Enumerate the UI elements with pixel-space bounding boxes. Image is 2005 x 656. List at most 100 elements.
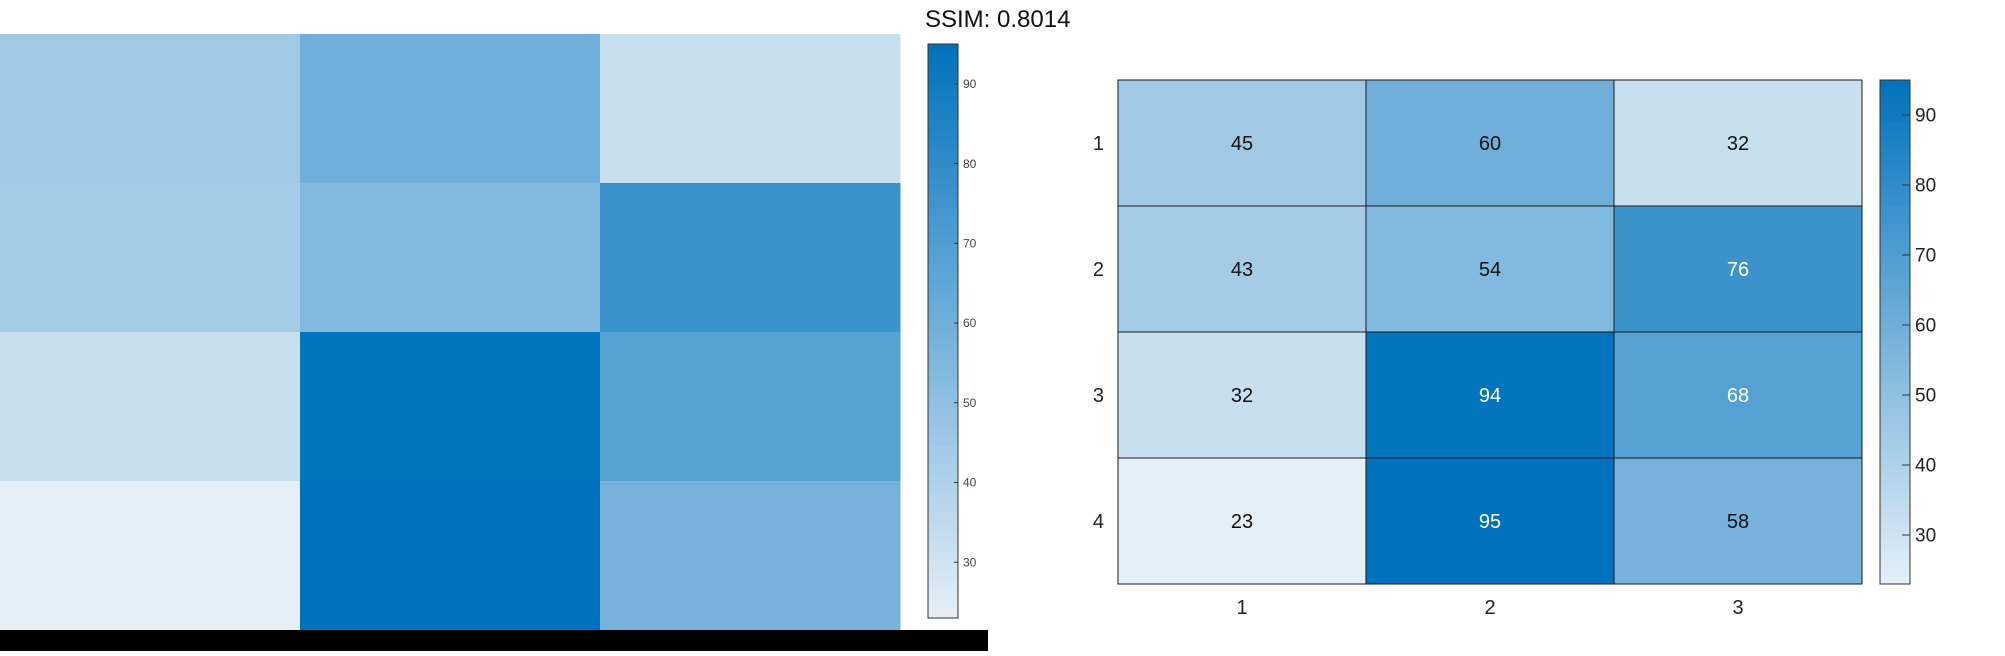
reconstruction-colorbar-band-54	[928, 560, 958, 571]
reconstruction-colorbar-band-27	[928, 302, 958, 313]
reference-cell-label-r4-c2: 95	[1479, 511, 1501, 533]
reference-colorbar-band-18	[1880, 231, 1910, 241]
bottom-black-bar	[0, 630, 988, 651]
reconstruction-colorbar-band-11	[928, 149, 958, 160]
reconstruction-colorbar: 30 40 50 60 70 80 90	[927, 43, 977, 619]
reconstruction-colorbar-band-20	[928, 235, 958, 246]
reconstruction-colorbar-band-26	[928, 292, 958, 303]
reference-colorbar-band-41	[1880, 424, 1910, 434]
reference-colorbar-band-5	[1880, 122, 1910, 131]
reconstruction-colorbar-band-28	[928, 311, 958, 322]
reference-colorbar-band-47	[1880, 474, 1910, 484]
reconstruction-colorbar-band-55	[928, 570, 958, 581]
reference-colorbar-band-2	[1880, 96, 1910, 106]
reference-colorbar-band-34	[1880, 365, 1910, 375]
reference-colorbar-band-35	[1880, 374, 1910, 383]
reference-cell-r3-c2	[1366, 332, 1615, 459]
reference-cell-r1-c3	[1614, 80, 1863, 207]
reference-colorbar-band-32	[1880, 348, 1910, 358]
reference-colorbar-band-4	[1880, 113, 1910, 123]
reconstruction-colorbar-band-32	[928, 350, 958, 361]
reconstruction-colorbar-band-57	[928, 589, 958, 600]
reconstruction-colorbar-band-12	[928, 158, 958, 169]
reconstruction-colorbar-band-15	[928, 187, 958, 198]
reconstruction-colorbar-band-59	[928, 608, 958, 619]
reference-colorbar-band-8	[1880, 147, 1910, 157]
reference-colorbar-band-22	[1880, 264, 1910, 274]
reference-colorbar-band-40	[1880, 416, 1910, 425]
reconstruction-colorbar-band-36	[928, 388, 958, 399]
reference-colorbar-band-55	[1880, 542, 1910, 551]
reconstruction-colorbar-band-24	[928, 273, 958, 284]
reference-colorbar-tick-90: 90	[1915, 106, 1936, 127]
reconstruction-colorbar-band-35	[928, 378, 958, 389]
reconstruction-cell-r2-c1	[0, 183, 301, 333]
reference-cell-r2-c2	[1366, 206, 1615, 333]
reference-colorbar-band-6	[1880, 130, 1910, 140]
reference-colorbar-tick-30: 30	[1915, 526, 1936, 547]
reconstruction-colorbar-band-56	[928, 579, 958, 590]
reconstruction-colorbar-band-10	[928, 139, 958, 150]
reconstruction-colorbar-band-2	[928, 63, 958, 74]
reference-colorbar-band-7	[1880, 138, 1910, 148]
reconstruction-colorbar-band-23	[928, 264, 958, 275]
reconstruction-colorbar-band-42	[928, 445, 958, 456]
reconstruction-colorbar-band-52	[928, 541, 958, 552]
reference-colorbar-band-13	[1880, 189, 1910, 199]
reconstruction-cell-r2-c3	[600, 183, 901, 333]
reconstruction-colorbar-band-16	[928, 197, 958, 208]
reference-colorbar-band-38	[1880, 399, 1910, 409]
reconstruction-colorbar-band-3	[928, 72, 958, 83]
reconstruction-colorbar-band-5	[928, 91, 958, 102]
reference-colorbar: 30 40 50 60 70 80 90	[1879, 79, 1936, 585]
reference-colorbar-band-48	[1880, 483, 1910, 493]
reconstruction-colorbar-band-1	[928, 53, 958, 64]
reconstruction-colorbar-band-47	[928, 493, 958, 504]
reconstruction-colorbar-band-19	[928, 225, 958, 236]
reference-row-tick-1: 1	[1093, 133, 1104, 155]
reference-cell-label-r4-c3: 58	[1727, 511, 1749, 533]
reconstruction-cell-r2-c2	[300, 183, 601, 333]
reference-colorbar-band-56	[1880, 550, 1910, 560]
reference-cell-label-r1-c1: 45	[1231, 133, 1253, 155]
reference-colorbar-band-15	[1880, 206, 1910, 215]
reference-colorbar-band-52	[1880, 516, 1910, 526]
reference-colorbar-band-25	[1880, 290, 1910, 299]
reconstruction-colorbar-band-45	[928, 474, 958, 485]
reconstruction-colorbar-band-7	[928, 110, 958, 122]
reference-colorbar-band-36	[1880, 382, 1910, 392]
reference-cell-label-r2-c2: 54	[1479, 259, 1501, 281]
reconstruction-cell-r3-c2	[300, 332, 601, 482]
reference-row-tick-4: 4	[1093, 511, 1104, 533]
reconstruction-colorbar-band-50	[928, 522, 958, 533]
reference-colorbar-band-20	[1880, 248, 1910, 257]
reference-colorbar-band-0	[1880, 80, 1910, 89]
reconstruction-colorbar-band-4	[928, 82, 958, 93]
reconstruction-colorbar-band-43	[928, 455, 958, 466]
reference-colorbar-band-46	[1880, 466, 1910, 476]
reconstruction-colorbar-band-30	[928, 331, 958, 342]
reference-col-tick-3: 3	[1732, 597, 1743, 619]
ssim-score: SSIM: 0.8014	[925, 6, 1071, 33]
reconstruction-colorbar-band-34	[928, 369, 958, 380]
reference-cell-label-r2-c1: 43	[1231, 259, 1253, 281]
reference-colorbar-band-50	[1880, 500, 1910, 509]
reconstruction-colorbar-band-17	[928, 206, 958, 217]
reference-colorbar-band-51	[1880, 508, 1910, 518]
reference-colorbar-tick-70: 70	[1915, 246, 1936, 267]
reference-cell-r3-c3	[1614, 332, 1863, 459]
reconstruction-cell-r4-c2	[300, 481, 601, 631]
reconstruction-colorbar-band-6	[928, 101, 958, 112]
reference-cell-r3-c1	[1118, 332, 1367, 459]
reference-colorbar-band-17	[1880, 222, 1910, 232]
reconstruction-colorbar-frame	[927, 43, 959, 619]
reconstruction-colorbar-band-33	[928, 359, 958, 370]
reconstruction-colorbar-band-0	[928, 44, 958, 55]
reference-colorbar-band-30	[1880, 332, 1910, 341]
reference-cell-label-r1-c2: 60	[1479, 133, 1501, 155]
reference-cell-label-r1-c3: 32	[1727, 133, 1749, 155]
reconstruction-colorbar-tick-50: 50	[963, 396, 977, 410]
